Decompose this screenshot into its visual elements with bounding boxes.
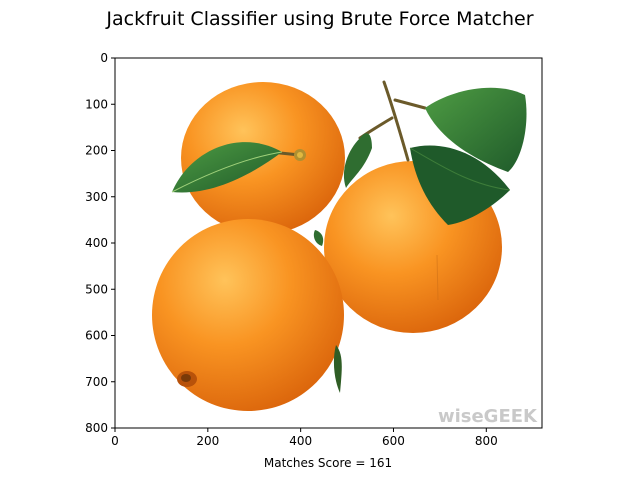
x-axis: 0 200 400 600 800 (111, 428, 498, 448)
x-tick-label: 200 (196, 434, 219, 448)
y-tick-label: 200 (85, 144, 108, 158)
watermark-text: wiseGEEK (438, 406, 538, 427)
leaves (171, 87, 527, 393)
y-axis: 0 100 200 300 400 500 600 700 800 (85, 51, 115, 435)
x-tick-label: 400 (289, 434, 312, 448)
x-tick-label: 600 (382, 434, 405, 448)
y-tick-label: 800 (85, 421, 108, 435)
bud (294, 149, 306, 161)
y-tick-label: 100 (85, 97, 108, 111)
y-tick-label: 0 (100, 51, 108, 65)
plot-area: wiseGEEK (114, 57, 543, 429)
oranges-photo: wiseGEEK (152, 80, 538, 427)
x-tick-label: 800 (475, 434, 498, 448)
y-tick-label: 400 (85, 236, 108, 250)
chart-title: Jackfruit Classifier using Brute Force M… (105, 8, 533, 30)
y-tick-label: 600 (85, 329, 108, 343)
x-axis-label: Matches Score = 161 (264, 456, 392, 470)
orange-front-left (152, 219, 344, 411)
y-tick-label: 700 (85, 375, 108, 389)
y-tick-label: 300 (85, 190, 108, 204)
x-tick-label: 0 (111, 434, 119, 448)
y-tick-label: 500 (85, 282, 108, 296)
